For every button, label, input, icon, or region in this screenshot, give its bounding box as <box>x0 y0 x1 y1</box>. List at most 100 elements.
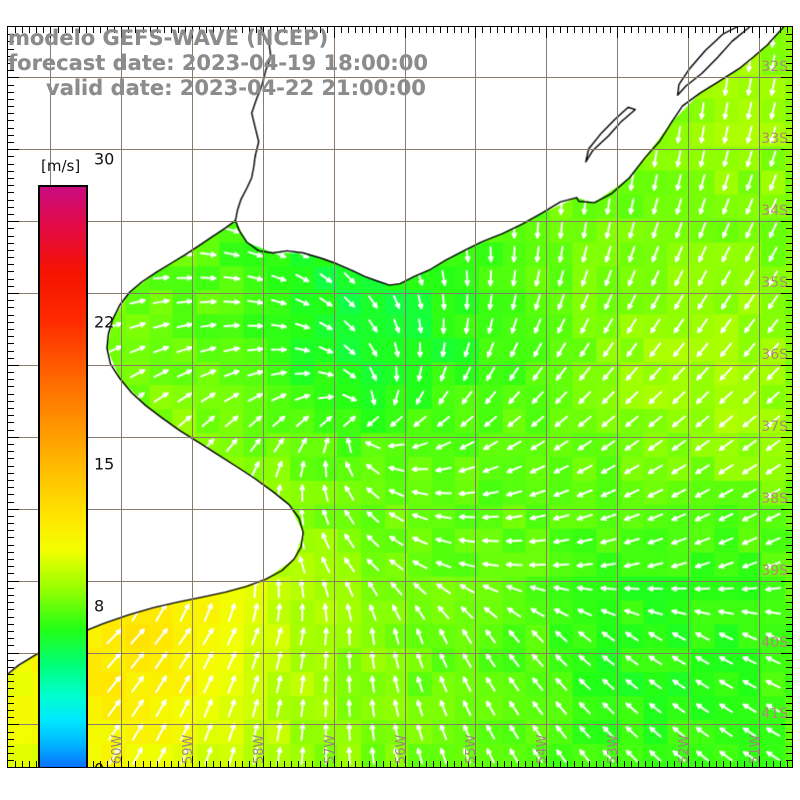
tick-right <box>786 329 792 330</box>
tick-bottom <box>766 761 767 767</box>
tick-left <box>8 207 14 208</box>
tick-top <box>114 27 115 33</box>
tick-right <box>786 135 792 136</box>
tick-bottom <box>107 761 108 767</box>
tick-left <box>8 530 14 531</box>
tick-top <box>532 27 533 33</box>
tick-right <box>786 85 792 86</box>
tick-bottom <box>645 761 646 767</box>
tick-left <box>8 70 14 71</box>
tick-left <box>8 250 14 251</box>
tick-right <box>786 466 792 467</box>
tick-left <box>8 336 14 337</box>
tick-bottom <box>617 756 618 767</box>
tick-left <box>8 624 14 625</box>
tick-bottom <box>596 761 597 767</box>
tick-top <box>426 27 427 33</box>
latitude-label: 41S <box>761 706 788 723</box>
tick-right <box>786 523 792 524</box>
gridline-lon <box>688 27 689 767</box>
tick-left <box>8 178 14 179</box>
map-frame: 61W60W59W58W57W56W55W54W53W52W51W 32S33S… <box>7 26 793 768</box>
tick-right <box>786 279 792 280</box>
tick-left <box>8 293 19 294</box>
tick-bottom <box>397 761 398 767</box>
tick-right <box>786 307 792 308</box>
tick-bottom <box>135 761 136 767</box>
tick-right <box>786 566 792 567</box>
colorbar-unit-label: [m/s] <box>41 157 81 175</box>
latitude-labels: 32S 33S 34S 35S 36S 37S 38S 39S 40S 41S <box>8 27 792 767</box>
tick-left <box>8 156 14 157</box>
tick-left <box>8 660 14 661</box>
tick-left <box>8 422 14 423</box>
tick-left <box>8 120 14 121</box>
tick-left <box>8 34 14 35</box>
tick-right <box>786 732 792 733</box>
tick-bottom <box>631 761 632 767</box>
tick-right <box>786 257 792 258</box>
tick-bottom <box>440 761 441 767</box>
tick-top <box>164 27 165 33</box>
tick-left <box>8 631 14 632</box>
tick-bottom <box>348 761 349 767</box>
tick-top <box>617 27 618 38</box>
tick-bottom <box>504 761 505 767</box>
colorbar-tick-label: 30 <box>94 149 115 169</box>
tick-left <box>8 56 14 57</box>
gridline-lon <box>121 27 122 767</box>
tick-bottom <box>376 761 377 767</box>
tick-right <box>786 703 792 704</box>
tick-top <box>737 27 738 33</box>
tick-left <box>8 49 14 50</box>
tick-bottom <box>270 761 271 767</box>
tick-bottom <box>305 761 306 767</box>
tick-right <box>786 92 792 93</box>
tick-left <box>8 149 19 150</box>
tick-top <box>631 27 632 33</box>
gridline-lat <box>8 149 792 150</box>
tick-top <box>72 27 73 33</box>
tick-left <box>8 653 19 654</box>
tick-right <box>786 473 792 474</box>
tick-bottom <box>100 761 101 767</box>
tick-right <box>786 113 792 114</box>
tick-bottom <box>22 761 23 767</box>
tick-bottom <box>128 761 129 767</box>
tick-top <box>674 27 675 33</box>
tick-top <box>525 27 526 33</box>
tick-left <box>8 415 14 416</box>
tick-right <box>786 444 792 445</box>
tick-right <box>786 70 792 71</box>
tick-top <box>249 27 250 33</box>
tick-top <box>461 27 462 33</box>
tick-right <box>786 322 792 323</box>
tick-top <box>355 27 356 33</box>
tick-top <box>270 27 271 33</box>
tick-bottom <box>610 761 611 767</box>
tick-right <box>786 617 792 618</box>
tick-bottom <box>730 761 731 767</box>
tick-bottom <box>723 761 724 767</box>
tick-bottom <box>659 761 660 767</box>
tick-bottom <box>525 761 526 767</box>
tick-right <box>786 243 792 244</box>
tick-top <box>107 27 108 33</box>
tick-top <box>659 27 660 33</box>
tick-right <box>786 458 792 459</box>
tick-bottom <box>773 761 774 767</box>
tick-left <box>8 739 14 740</box>
latitude-label: 33S <box>761 131 788 148</box>
latitude-label: 38S <box>761 490 788 507</box>
tick-bottom <box>433 761 434 767</box>
tick-right <box>786 49 792 50</box>
colorbar-tick-label: 22 <box>94 312 115 332</box>
tick-bottom <box>185 761 186 767</box>
tick-bottom <box>475 756 476 767</box>
tick-right <box>786 386 792 387</box>
tick-top <box>291 27 292 33</box>
tick-top <box>482 27 483 33</box>
tick-left <box>8 487 14 488</box>
tick-bottom <box>737 761 738 767</box>
tick-top <box>780 27 781 33</box>
